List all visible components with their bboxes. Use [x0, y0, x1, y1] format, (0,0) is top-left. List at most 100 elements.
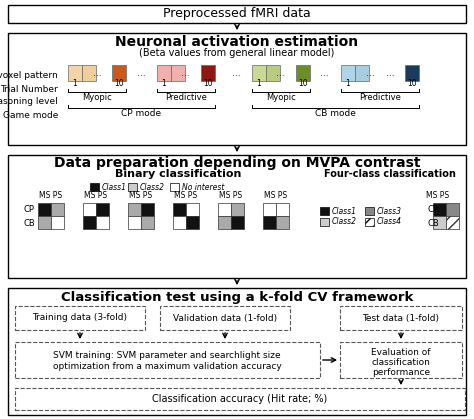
Text: optimization from a maximum validation accuracy: optimization from a maximum validation a… [53, 362, 282, 370]
Text: ...: ... [137, 68, 146, 78]
Bar [51, 216, 64, 229]
Text: Validation data (1-fold): Validation data (1-fold) [173, 313, 277, 323]
FancyBboxPatch shape [15, 342, 320, 378]
Bar [171, 65, 185, 81]
Text: Binary classification: Binary classification [115, 169, 241, 179]
Text: Class1: Class1 [332, 207, 357, 215]
Bar [82, 65, 96, 81]
Text: MS PS: MS PS [39, 191, 63, 201]
Bar [90, 183, 99, 191]
Text: 10: 10 [298, 78, 308, 88]
Text: 1: 1 [256, 78, 261, 88]
Text: classification: classification [372, 357, 430, 367]
Bar [320, 207, 329, 215]
FancyBboxPatch shape [340, 342, 462, 378]
Bar [83, 216, 96, 229]
Bar [186, 203, 199, 216]
Bar [173, 203, 186, 216]
Text: 10: 10 [203, 78, 213, 88]
Bar [8, 288, 466, 415]
Bar [276, 216, 289, 229]
Text: Myopic: Myopic [266, 93, 296, 103]
Bar [365, 207, 374, 215]
Text: Trial Number: Trial Number [0, 85, 58, 93]
Text: CB: CB [24, 218, 36, 228]
Bar [201, 65, 215, 81]
Text: 10: 10 [114, 78, 124, 88]
FancyBboxPatch shape [160, 306, 290, 330]
Bar [128, 216, 141, 229]
Bar [231, 203, 244, 216]
Bar [83, 203, 96, 216]
Text: CP: CP [428, 205, 439, 215]
Text: 1: 1 [73, 78, 77, 88]
Text: No interest: No interest [182, 183, 224, 191]
Text: Predictive: Predictive [359, 93, 401, 103]
Text: Test data (1-fold): Test data (1-fold) [363, 313, 439, 323]
Text: Neuronal activation estimation: Neuronal activation estimation [116, 35, 358, 49]
Text: Game mode: Game mode [3, 111, 58, 119]
Text: ...: ... [93, 68, 101, 78]
Bar [128, 183, 137, 191]
Text: Preprocessed fMRI data: Preprocessed fMRI data [163, 8, 311, 21]
Text: 1: 1 [162, 78, 166, 88]
Text: CB mode: CB mode [315, 109, 356, 119]
Bar [296, 65, 310, 81]
Text: Predictive: Predictive [165, 93, 207, 103]
Bar [157, 65, 171, 81]
Text: (Beta values from general linear model): (Beta values from general linear model) [139, 48, 335, 58]
Text: Reasoning level: Reasoning level [0, 96, 58, 106]
Text: CB: CB [428, 218, 440, 228]
Text: MS PS: MS PS [84, 191, 108, 201]
Text: CP mode: CP mode [121, 109, 162, 119]
Text: performance: performance [372, 367, 430, 377]
Text: ...: ... [365, 68, 374, 78]
FancyBboxPatch shape [15, 306, 145, 330]
Bar [68, 65, 82, 81]
Bar [446, 216, 459, 229]
Text: Training data (3-fold): Training data (3-fold) [33, 313, 128, 323]
Bar [8, 5, 466, 23]
Bar [112, 65, 126, 81]
Bar [231, 216, 244, 229]
Text: Classification test using a k-fold CV framework: Classification test using a k-fold CV fr… [61, 290, 413, 303]
Bar [141, 216, 154, 229]
Text: ...: ... [319, 68, 328, 78]
Text: Class1: Class1 [102, 183, 127, 191]
Bar [128, 203, 141, 216]
Text: MS PS: MS PS [427, 191, 449, 201]
Text: Class3: Class3 [377, 207, 402, 215]
Bar [405, 65, 419, 81]
Bar [433, 203, 446, 216]
Text: MS PS: MS PS [174, 191, 198, 201]
Bar [186, 216, 199, 229]
Text: SVM training: SVM parameter and searchlight size: SVM training: SVM parameter and searchli… [53, 351, 281, 360]
Bar [218, 203, 231, 216]
Bar [96, 216, 109, 229]
Text: Class2: Class2 [140, 183, 165, 191]
Bar [320, 218, 329, 226]
Bar [8, 33, 466, 145]
Text: Class2: Class2 [332, 217, 357, 227]
Text: Myopic: Myopic [82, 93, 112, 103]
Text: Multivoxel pattern: Multivoxel pattern [0, 70, 58, 80]
Bar [355, 65, 369, 81]
Text: ...: ... [232, 68, 240, 78]
Text: Data preparation depending on MVPA contrast: Data preparation depending on MVPA contr… [54, 156, 420, 170]
Bar [141, 203, 154, 216]
Text: CP: CP [24, 205, 35, 215]
FancyBboxPatch shape [15, 388, 465, 410]
Bar [433, 216, 446, 229]
Bar [365, 218, 374, 226]
Bar [96, 203, 109, 216]
Bar [8, 155, 466, 278]
Text: Class4: Class4 [377, 217, 402, 227]
FancyBboxPatch shape [340, 306, 462, 330]
Text: Evaluation of: Evaluation of [371, 347, 431, 357]
Bar [446, 203, 459, 216]
Bar [51, 203, 64, 216]
Text: ...: ... [276, 68, 284, 78]
Bar [341, 65, 355, 81]
Text: Classification accuracy (Hit rate; %): Classification accuracy (Hit rate; %) [152, 394, 328, 404]
Bar [266, 65, 280, 81]
